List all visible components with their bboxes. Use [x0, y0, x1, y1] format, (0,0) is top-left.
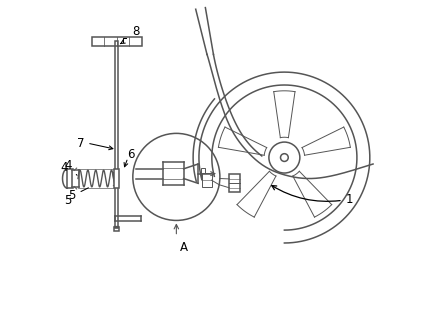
Text: 6: 6 — [128, 148, 135, 161]
Text: 1: 1 — [272, 186, 353, 206]
Bar — [229, 174, 240, 192]
Bar — [114, 170, 120, 188]
Text: 4: 4 — [64, 159, 77, 175]
Text: 5: 5 — [64, 194, 71, 207]
Text: 5: 5 — [68, 188, 89, 202]
Text: A: A — [179, 241, 187, 255]
Bar — [92, 37, 142, 46]
Bar — [114, 227, 119, 231]
Bar — [202, 173, 211, 187]
Bar — [115, 41, 118, 229]
Text: 8: 8 — [132, 25, 140, 38]
Text: 7: 7 — [78, 136, 85, 150]
Text: 4: 4 — [60, 161, 68, 174]
Bar — [201, 168, 205, 179]
